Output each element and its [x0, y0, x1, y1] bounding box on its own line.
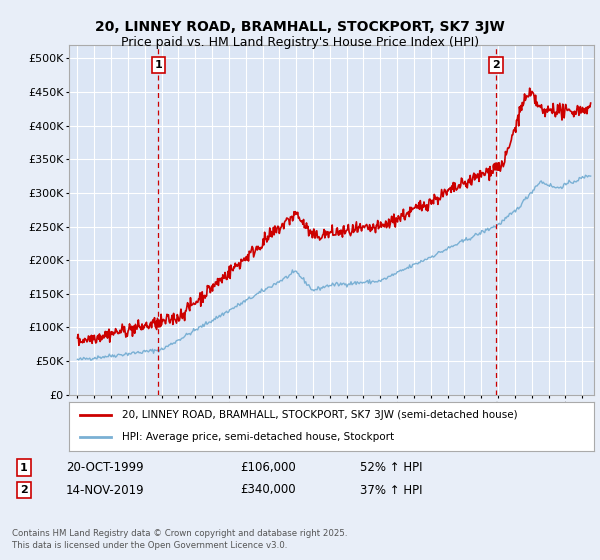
Text: 20-OCT-1999: 20-OCT-1999: [66, 461, 143, 474]
Text: 14-NOV-2019: 14-NOV-2019: [66, 483, 145, 497]
Text: 1: 1: [20, 463, 28, 473]
Text: 37% ↑ HPI: 37% ↑ HPI: [360, 483, 422, 497]
Text: £106,000: £106,000: [240, 461, 296, 474]
Text: 20, LINNEY ROAD, BRAMHALL, STOCKPORT, SK7 3JW (semi-detached house): 20, LINNEY ROAD, BRAMHALL, STOCKPORT, SK…: [121, 410, 517, 420]
Text: Contains HM Land Registry data © Crown copyright and database right 2025.
This d: Contains HM Land Registry data © Crown c…: [12, 529, 347, 550]
Text: HPI: Average price, semi-detached house, Stockport: HPI: Average price, semi-detached house,…: [121, 432, 394, 442]
Text: 52% ↑ HPI: 52% ↑ HPI: [360, 461, 422, 474]
Text: 20, LINNEY ROAD, BRAMHALL, STOCKPORT, SK7 3JW: 20, LINNEY ROAD, BRAMHALL, STOCKPORT, SK…: [95, 20, 505, 34]
Text: 1: 1: [154, 60, 162, 70]
Text: 2: 2: [492, 60, 500, 70]
Text: 2: 2: [20, 485, 28, 495]
Text: Price paid vs. HM Land Registry's House Price Index (HPI): Price paid vs. HM Land Registry's House …: [121, 36, 479, 49]
Text: £340,000: £340,000: [240, 483, 296, 497]
